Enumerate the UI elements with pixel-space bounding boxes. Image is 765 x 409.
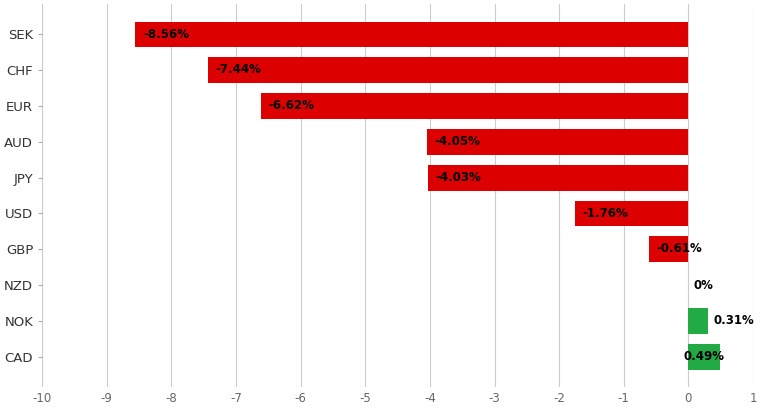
Text: -4.05%: -4.05% — [435, 135, 480, 148]
Text: -4.03%: -4.03% — [436, 171, 481, 184]
Text: -7.44%: -7.44% — [216, 63, 261, 76]
Bar — [688, 308, 708, 334]
Text: 0%: 0% — [694, 279, 714, 292]
Bar — [575, 200, 688, 226]
Bar — [135, 22, 688, 47]
Bar — [428, 165, 688, 191]
Bar — [261, 93, 688, 119]
Text: -8.56%: -8.56% — [143, 27, 189, 40]
Bar — [427, 129, 688, 155]
Text: 0.49%: 0.49% — [684, 350, 724, 363]
Text: -1.76%: -1.76% — [582, 207, 628, 220]
Text: 0.49%: 0.49% — [0, 408, 1, 409]
Text: -6.62%: -6.62% — [269, 99, 314, 112]
Bar — [207, 57, 688, 83]
Bar — [649, 236, 689, 262]
Text: 0.31%: 0.31% — [714, 315, 754, 327]
Text: -0.61%: -0.61% — [656, 243, 702, 255]
Bar — [688, 344, 720, 370]
